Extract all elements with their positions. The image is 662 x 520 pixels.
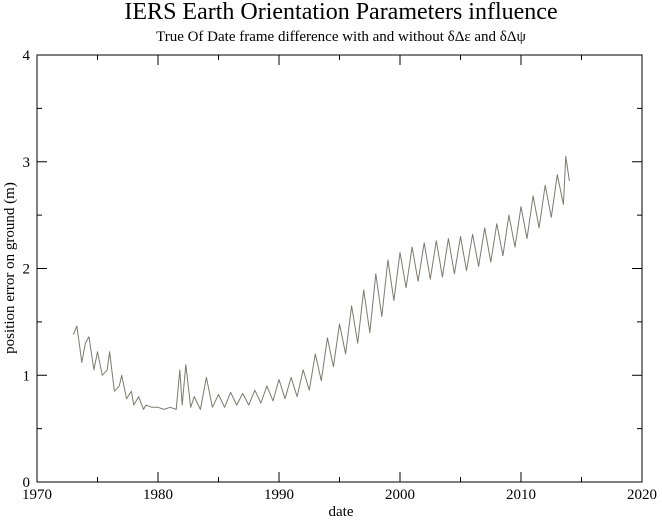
x-axis-label: date (329, 504, 354, 520)
plot-frame (36, 54, 643, 483)
y-tick-label: 2 (23, 262, 31, 278)
chart-subtitle: True Of Date frame difference with and w… (156, 29, 526, 45)
x-tick-label: 1990 (264, 487, 294, 503)
x-tick-label: 2000 (385, 487, 415, 503)
x-tick-label: 2020 (627, 487, 657, 503)
chart-title: IERS Earth Orientation Parameters influe… (124, 0, 557, 25)
x-tick-label: 1980 (143, 487, 173, 503)
y-tick-label: 1 (23, 368, 31, 384)
y-tick-label: 0 (23, 475, 31, 491)
y-tick-label: 4 (23, 48, 31, 64)
y-tick-label: 3 (23, 155, 31, 171)
y-axis-label: position error on ground (m) (2, 182, 18, 354)
y-axis: 0 1 2 3 4 (23, 48, 642, 491)
x-tick-label: 2010 (506, 487, 536, 503)
x-tick-label: 1970 (22, 487, 52, 503)
x-axis: 1970 1980 1990 2000 2010 2020 (22, 55, 657, 503)
series-line-position-error (72, 155, 570, 410)
